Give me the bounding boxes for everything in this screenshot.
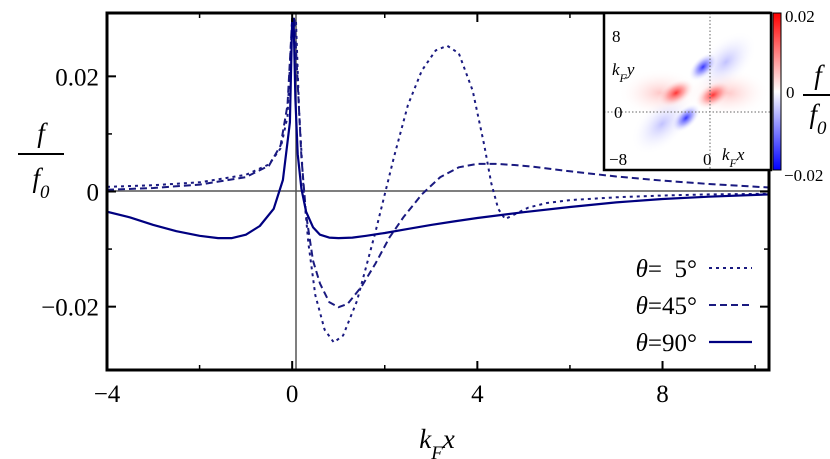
legend-label: θ=90° xyxy=(636,330,697,357)
y-tick-label: −0.02 xyxy=(41,295,99,322)
heatmap-lobe-red-left xyxy=(657,78,695,108)
y-tick-label: 0.02 xyxy=(55,64,99,91)
inset-y-tick-label: 8 xyxy=(612,27,621,46)
legend-label: θ=45° xyxy=(636,293,697,320)
legend-label: θ= 5° xyxy=(636,256,697,283)
colorbar-mid-label: 0 xyxy=(786,83,795,102)
inset-y-axis-label: kFy xyxy=(612,60,635,85)
inset-x-axis-label: kFx xyxy=(722,145,745,170)
x-tick-label: 0 xyxy=(286,381,299,408)
series-line-2 xyxy=(107,17,769,309)
series-layer xyxy=(107,17,769,344)
colorbar-label-denominator: f0 xyxy=(810,99,828,139)
colorbar-min-label: −0.02 xyxy=(784,166,823,185)
series-line-1 xyxy=(107,17,769,344)
main-plot: −4 0 4 8 −0.02 0 0.02 kFx f f0 θ= 5° θ=45° θ=90… xyxy=(18,11,771,459)
inset-y-tick-label: −8 xyxy=(609,150,627,169)
x-axis-label: kFx xyxy=(419,424,455,459)
y-axis-label-numerator: f xyxy=(37,118,48,148)
heatmap-lobe-blue-lower xyxy=(671,103,701,133)
inset-frame xyxy=(602,11,773,172)
inset-x-tick-label: 0 xyxy=(703,150,712,169)
heatmap-lobe-red-right xyxy=(694,80,732,110)
colorbar-label: f f0 xyxy=(803,60,830,139)
series-line-3 xyxy=(107,17,769,240)
plot-frame xyxy=(105,11,771,372)
y-axis-label-denominator: f0 xyxy=(33,163,51,203)
y-axis-label: f f0 xyxy=(18,118,64,203)
colorbar xyxy=(772,12,782,171)
inset-y-tick-label: 0 xyxy=(614,103,623,122)
colorbar-max-label: 0.02 xyxy=(785,7,815,26)
legend: θ= 5° θ=45° θ=90° xyxy=(636,256,752,357)
x-tick-label: −4 xyxy=(94,381,121,408)
x-tick-label: 8 xyxy=(656,381,669,408)
y-tick-label: 0 xyxy=(87,180,100,207)
x-tick-label: 4 xyxy=(471,381,484,408)
heatmap-field xyxy=(604,13,771,170)
colorbar-label-numerator: f xyxy=(814,60,825,90)
inset-heatmap: 8 0 −8 0 kFy kFx 0.02 0 −0.02 f f0 xyxy=(602,7,830,185)
